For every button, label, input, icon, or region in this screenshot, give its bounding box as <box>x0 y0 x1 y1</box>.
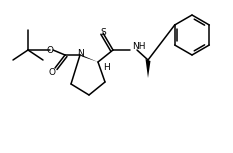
Text: O: O <box>48 67 55 76</box>
Text: H: H <box>103 62 109 71</box>
Text: O: O <box>47 45 54 54</box>
Polygon shape <box>78 54 98 62</box>
Text: N: N <box>77 49 83 58</box>
Polygon shape <box>145 59 151 78</box>
Text: S: S <box>100 28 106 37</box>
Text: NH: NH <box>132 41 145 50</box>
